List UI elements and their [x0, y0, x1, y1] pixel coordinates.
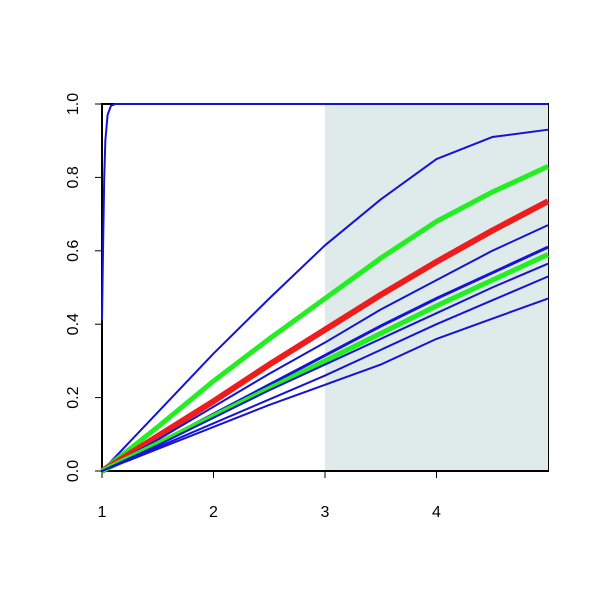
- series-line: [101, 103, 548, 321]
- y-tick-label: 0.6: [65, 240, 82, 262]
- x-tick-label: 2: [209, 504, 218, 521]
- series-line: [101, 224, 549, 472]
- x-tick-label: 4: [432, 504, 441, 521]
- series-line: [101, 275, 549, 472]
- series-line: [100, 198, 550, 474]
- series-line: [101, 297, 549, 472]
- x-tick-label: 3: [321, 504, 330, 521]
- series-line: [101, 262, 549, 472]
- series-line: [100, 164, 550, 473]
- y-tick-label: 0.4: [65, 313, 82, 335]
- y-tick-label: 0.8: [65, 166, 82, 188]
- x-tick-label: 1: [98, 504, 107, 521]
- series-line: [101, 128, 549, 472]
- y-tick-label: 0.0: [65, 460, 82, 482]
- highlight-region: [325, 104, 548, 471]
- series-line: [100, 252, 550, 474]
- y-tick-label: 1.0: [65, 93, 82, 115]
- y-tick-label: 0.2: [65, 386, 82, 408]
